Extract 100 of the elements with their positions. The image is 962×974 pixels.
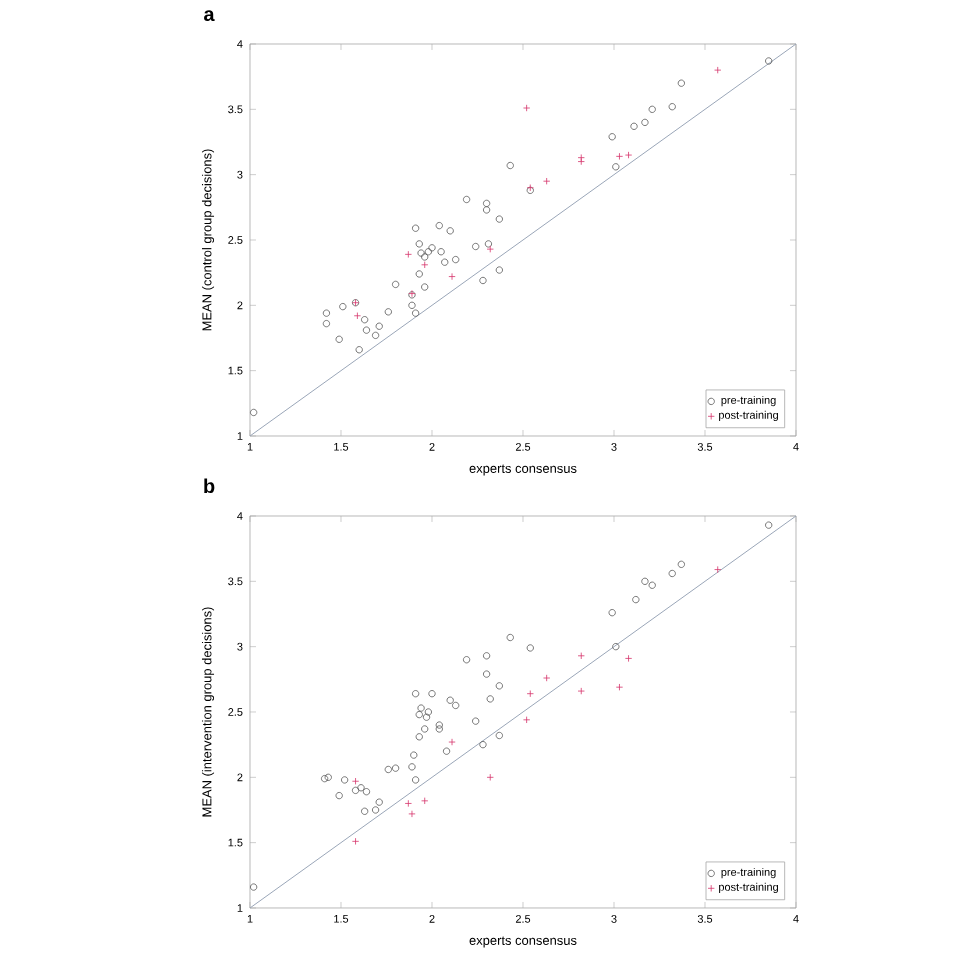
point: [523, 104, 531, 112]
point: [442, 747, 451, 755]
point: [483, 670, 491, 678]
point: [412, 309, 420, 317]
point: [608, 609, 616, 617]
point: [612, 643, 620, 651]
point: [421, 797, 429, 805]
point: [250, 883, 258, 891]
point: [441, 258, 449, 266]
point: [543, 177, 551, 185]
point: [483, 199, 491, 207]
point: [335, 792, 343, 800]
point: [486, 695, 494, 703]
point: [446, 696, 454, 704]
point: [361, 316, 369, 324]
point: [321, 775, 329, 783]
point: [714, 565, 722, 574]
point: [435, 222, 443, 230]
point: [648, 581, 656, 589]
point: [415, 733, 423, 741]
point: [452, 701, 460, 710]
point: [351, 837, 360, 845]
point: [668, 103, 676, 111]
chart-title: a: [204, 10, 215, 22]
point: [765, 521, 773, 529]
point: [577, 687, 585, 695]
point: [415, 711, 423, 719]
point: [577, 652, 585, 660]
point: [615, 152, 624, 160]
point: [421, 261, 429, 269]
point: [428, 690, 436, 698]
point: [486, 773, 494, 781]
point: [435, 721, 443, 729]
point: [624, 654, 633, 663]
point: [437, 248, 445, 256]
point: [577, 157, 585, 166]
point: [415, 240, 423, 248]
point: [448, 272, 456, 281]
point: [484, 240, 493, 248]
point: [615, 683, 624, 691]
point: [428, 244, 436, 252]
point: [424, 708, 432, 716]
point: [632, 596, 640, 604]
point: [404, 250, 412, 258]
point: [677, 79, 685, 87]
point: [495, 682, 503, 690]
point: [392, 764, 400, 772]
point: [424, 248, 432, 256]
point: [421, 283, 429, 291]
point: [526, 644, 534, 652]
point: [357, 784, 365, 792]
point: [435, 725, 443, 733]
point: [641, 118, 649, 126]
point: [472, 717, 480, 725]
point: [384, 765, 392, 774]
point: [543, 674, 551, 682]
point: [361, 807, 369, 815]
point: [404, 799, 412, 808]
point: [375, 322, 383, 330]
chart-title: b: [204, 478, 215, 494]
point: [648, 105, 656, 113]
point: [421, 253, 429, 261]
point: [415, 270, 423, 278]
point: [452, 255, 460, 264]
point: [506, 633, 514, 642]
point: [448, 738, 456, 746]
point: [408, 301, 416, 309]
point: [495, 266, 503, 274]
point: [608, 133, 616, 141]
point: [472, 242, 480, 251]
point: [408, 810, 416, 818]
point: [462, 656, 471, 664]
point: [486, 245, 494, 253]
point: [479, 741, 487, 749]
point: [612, 163, 620, 171]
point: [351, 786, 360, 794]
point: [641, 577, 649, 585]
point: [362, 326, 371, 334]
point: [523, 716, 531, 724]
point: [714, 66, 722, 74]
point: [335, 335, 343, 343]
point: [371, 806, 380, 814]
point: [483, 206, 491, 214]
point: [577, 154, 585, 162]
point: [384, 308, 392, 316]
point: [322, 309, 331, 317]
point: [417, 704, 425, 712]
point: [371, 331, 380, 339]
point: [506, 161, 514, 170]
point: [410, 751, 418, 759]
point: [483, 652, 491, 660]
point: [408, 763, 416, 771]
point: [624, 151, 633, 159]
point: [765, 57, 773, 65]
point: [375, 798, 383, 806]
point: [392, 280, 400, 289]
point: [421, 725, 429, 733]
point: [412, 690, 420, 698]
point: [668, 569, 676, 578]
point: [479, 276, 487, 285]
